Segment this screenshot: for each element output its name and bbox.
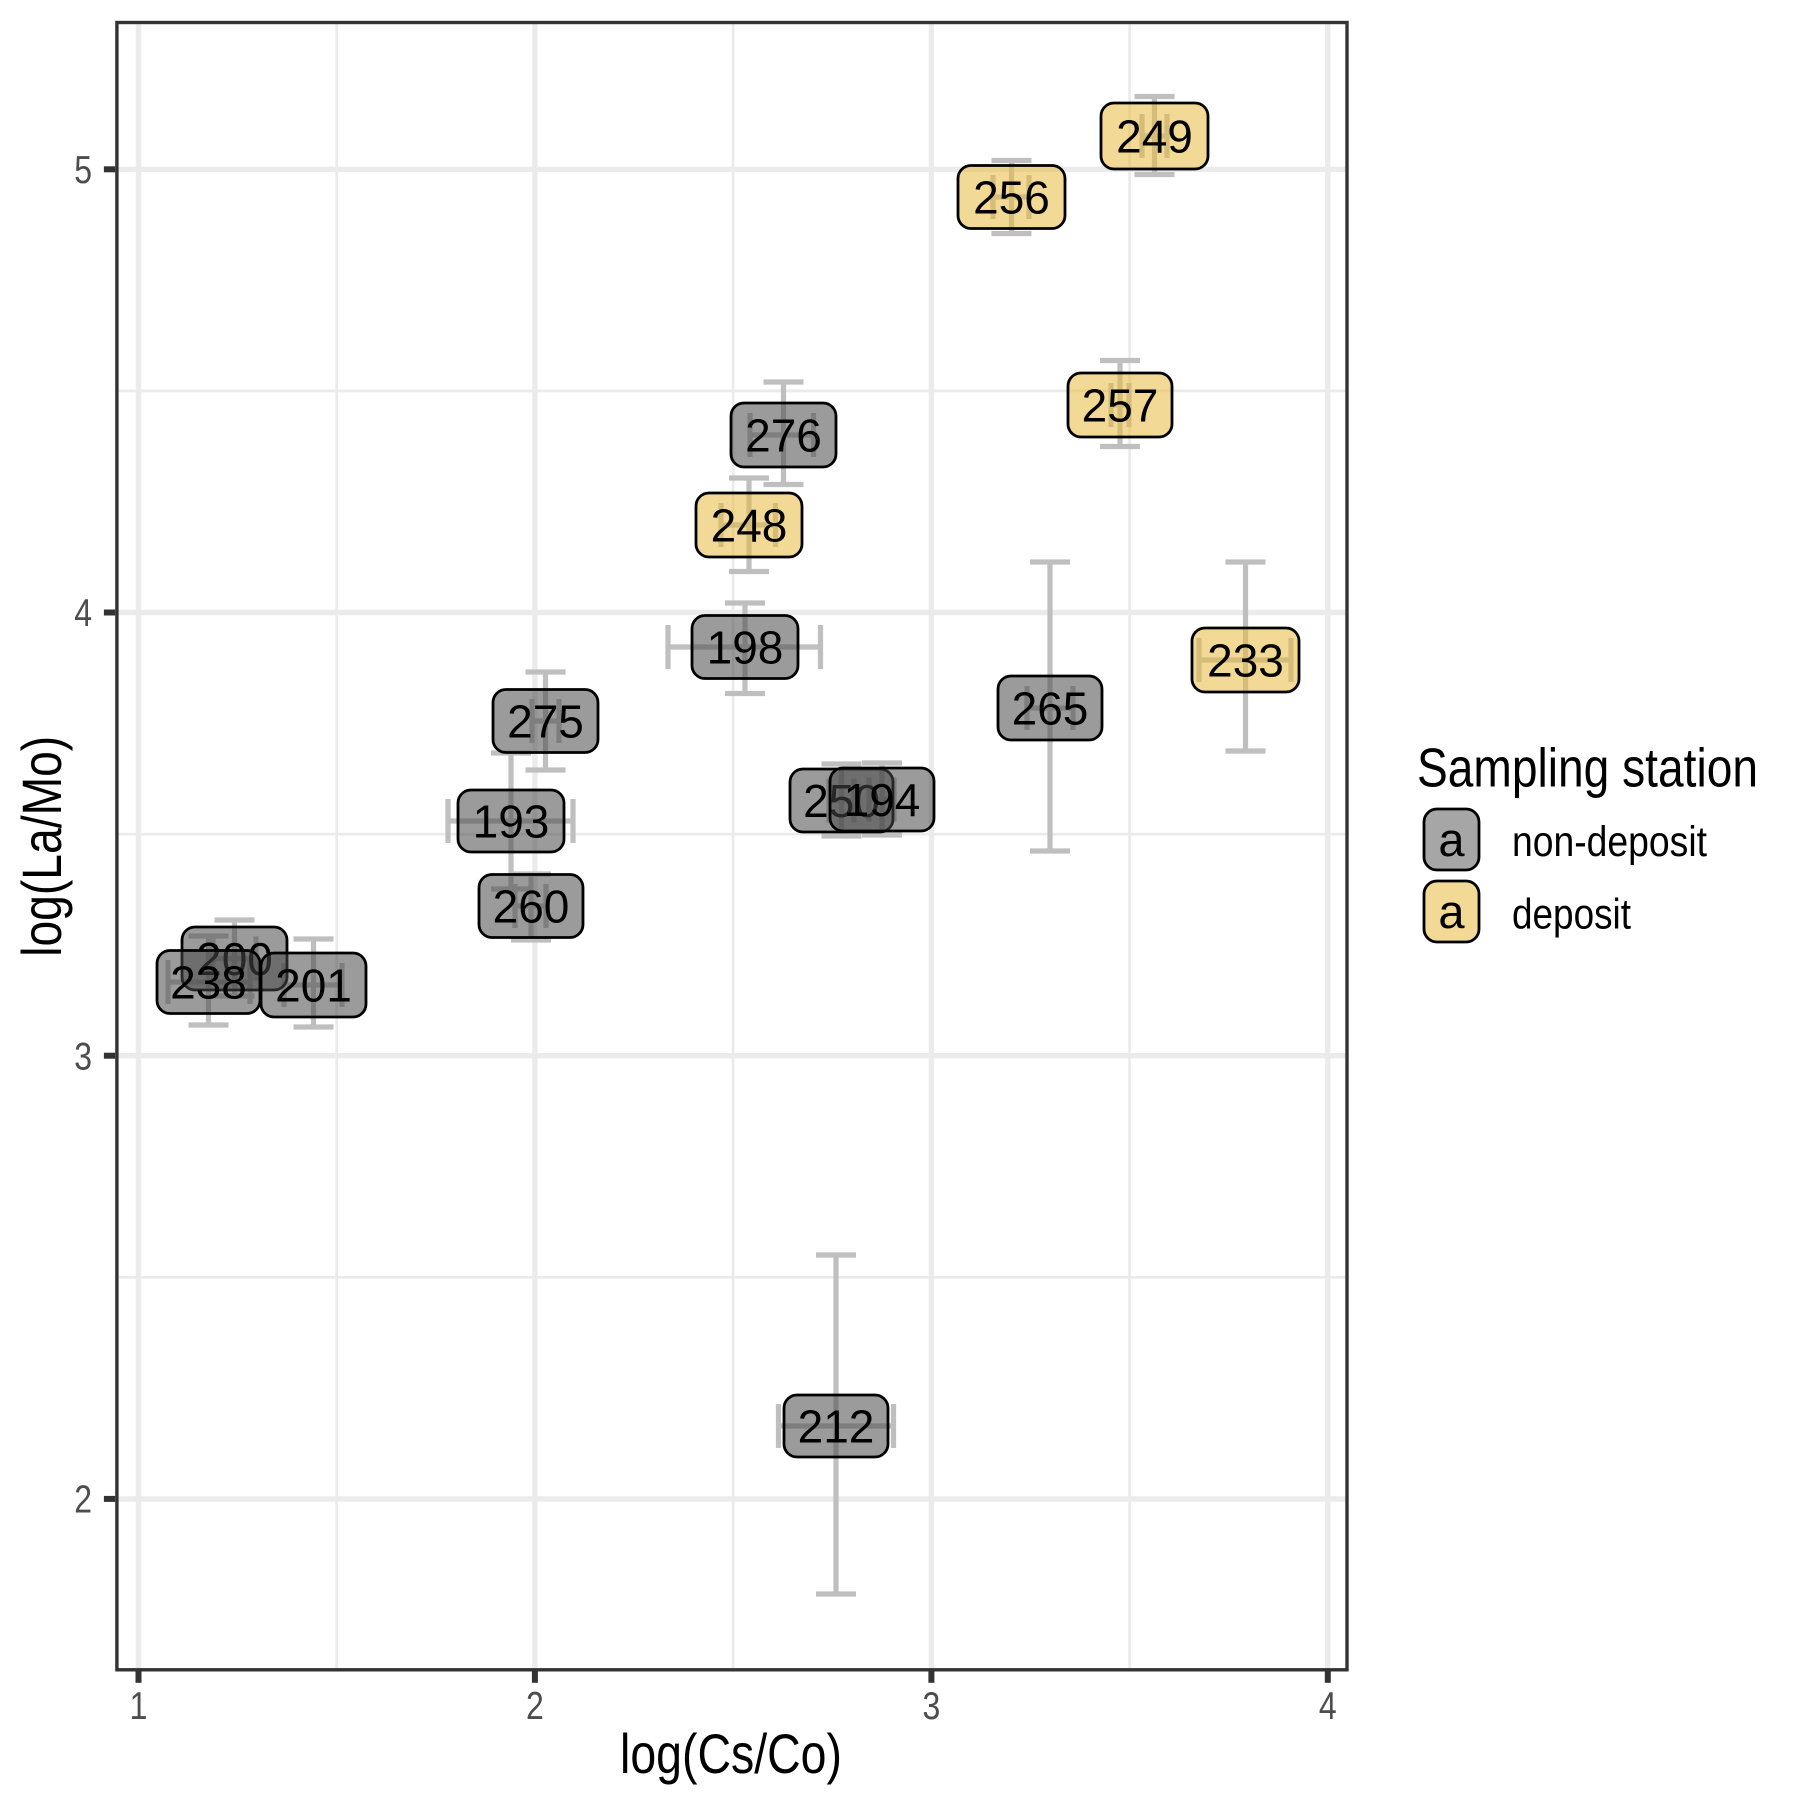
svg-text:249: 249 (1116, 111, 1193, 163)
svg-text:212: 212 (798, 1401, 875, 1453)
svg-text:238: 238 (170, 957, 247, 1009)
svg-text:a: a (1438, 813, 1465, 866)
svg-text:5: 5 (74, 149, 92, 192)
svg-text:2: 2 (74, 1479, 92, 1522)
svg-text:4: 4 (74, 592, 92, 635)
svg-text:non-deposit: non-deposit (1512, 818, 1707, 866)
svg-text:1: 1 (130, 1685, 148, 1728)
svg-text:276: 276 (745, 410, 822, 462)
svg-text:193: 193 (473, 796, 550, 848)
svg-text:248: 248 (711, 500, 788, 552)
svg-text:257: 257 (1082, 380, 1159, 432)
svg-text:a: a (1438, 885, 1465, 938)
svg-text:log(Cs/Co): log(Cs/Co) (620, 1723, 842, 1785)
svg-text:256: 256 (973, 172, 1050, 224)
svg-text:194: 194 (844, 774, 921, 826)
svg-text:Sampling station: Sampling station (1417, 736, 1758, 798)
svg-text:260: 260 (493, 881, 570, 933)
svg-text:265: 265 (1012, 683, 1089, 735)
svg-text:2: 2 (526, 1685, 544, 1728)
svg-text:log(La/Mo): log(La/Mo) (11, 736, 73, 957)
svg-text:3: 3 (74, 1035, 92, 1078)
svg-text:3: 3 (923, 1685, 941, 1728)
svg-text:4: 4 (1319, 1685, 1337, 1728)
svg-text:198: 198 (707, 622, 784, 674)
svg-text:233: 233 (1207, 635, 1284, 687)
svg-text:201: 201 (275, 960, 352, 1012)
svg-text:deposit: deposit (1512, 891, 1631, 939)
svg-text:275: 275 (507, 696, 584, 748)
